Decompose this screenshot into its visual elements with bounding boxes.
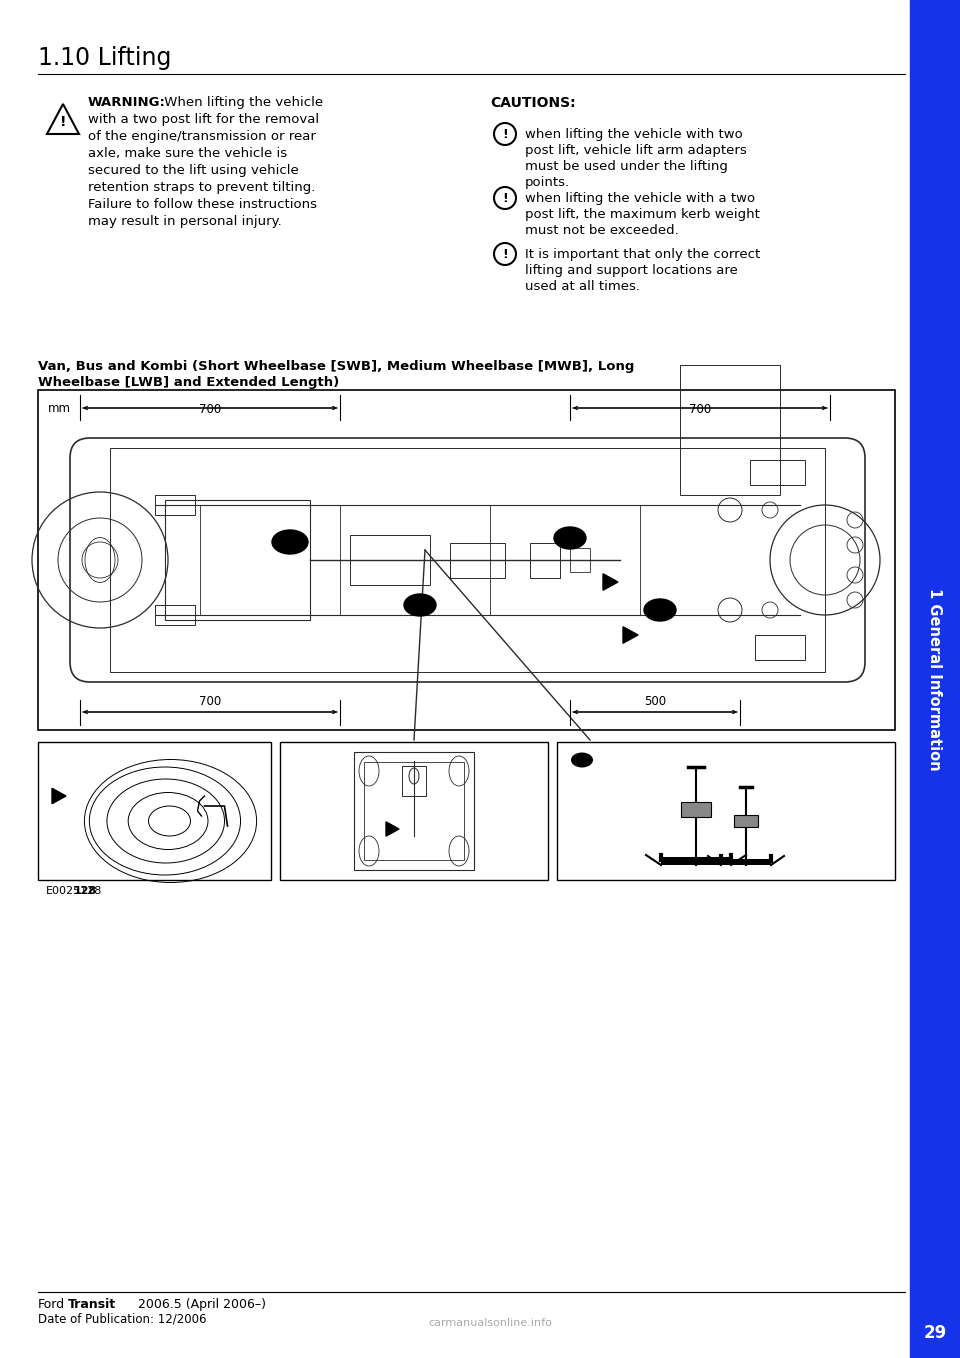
Text: carmanualsonline.info: carmanualsonline.info <box>428 1319 552 1328</box>
Bar <box>681 803 711 818</box>
Bar <box>155 606 195 625</box>
Polygon shape <box>603 573 618 591</box>
Text: 700: 700 <box>199 695 221 708</box>
Text: 29: 29 <box>924 1324 947 1342</box>
Text: with a two post lift for the removal: with a two post lift for the removal <box>88 113 319 126</box>
Text: !: ! <box>502 247 508 261</box>
Bar <box>450 543 505 579</box>
Text: It is important that only the correct: It is important that only the correct <box>525 249 760 261</box>
Bar <box>165 500 310 621</box>
Text: must be used under the lifting: must be used under the lifting <box>525 160 728 172</box>
Bar <box>350 535 430 585</box>
Text: 700: 700 <box>199 403 221 416</box>
Bar <box>402 766 426 796</box>
FancyBboxPatch shape <box>70 439 865 682</box>
Text: used at all times.: used at all times. <box>525 280 640 293</box>
Text: mm: mm <box>48 402 71 416</box>
Text: 128: 128 <box>74 885 97 896</box>
Text: !: ! <box>60 115 66 129</box>
Bar <box>38 390 895 731</box>
Bar <box>750 460 805 485</box>
Bar <box>364 762 464 860</box>
Text: when lifting the vehicle with two: when lifting the vehicle with two <box>525 128 743 141</box>
Text: post lift, vehicle lift arm adapters: post lift, vehicle lift arm adapters <box>525 144 747 158</box>
Polygon shape <box>386 822 399 837</box>
Ellipse shape <box>404 593 436 617</box>
Text: may result in personal injury.: may result in personal injury. <box>88 215 281 228</box>
Text: Wheelbase [LWB] and Extended Length): Wheelbase [LWB] and Extended Length) <box>38 376 339 388</box>
Text: 1 General Information: 1 General Information <box>927 588 943 770</box>
Text: !: ! <box>502 191 508 205</box>
Text: axle, make sure the vehicle is: axle, make sure the vehicle is <box>88 147 287 160</box>
Text: retention straps to prevent tilting.: retention straps to prevent tilting. <box>88 181 316 194</box>
Polygon shape <box>52 788 66 804</box>
Bar <box>910 0 960 1358</box>
Bar <box>680 365 780 496</box>
Bar <box>661 857 731 865</box>
Text: CAUTIONS:: CAUTIONS: <box>490 96 576 110</box>
Text: Van, Bus and Kombi (Short Wheelbase [SWB], Medium Wheelbase [MWB], Long: Van, Bus and Kombi (Short Wheelbase [SWB… <box>38 360 635 373</box>
Text: 700: 700 <box>689 403 711 416</box>
Text: !: ! <box>502 128 508 140</box>
Bar <box>530 543 560 579</box>
Text: secured to the lift using vehicle: secured to the lift using vehicle <box>88 164 299 177</box>
Bar <box>110 448 825 672</box>
Text: when lifting the vehicle with a two: when lifting the vehicle with a two <box>525 191 756 205</box>
Bar <box>354 752 474 870</box>
Ellipse shape <box>554 527 586 549</box>
Text: Failure to follow these instructions: Failure to follow these instructions <box>88 198 317 210</box>
Bar <box>755 636 805 660</box>
Bar <box>280 741 548 880</box>
Text: post lift, the maximum kerb weight: post lift, the maximum kerb weight <box>525 208 760 221</box>
Text: lifting and support locations are: lifting and support locations are <box>525 263 738 277</box>
Bar <box>721 860 771 865</box>
Text: must not be exceeded.: must not be exceeded. <box>525 224 679 238</box>
Bar <box>38 741 271 880</box>
Text: 2006.5 (April 2006–): 2006.5 (April 2006–) <box>138 1298 266 1310</box>
Ellipse shape <box>571 752 593 767</box>
Text: WARNING:: WARNING: <box>88 96 166 109</box>
Ellipse shape <box>644 599 676 621</box>
Bar <box>734 815 758 827</box>
Text: Ford: Ford <box>38 1298 65 1310</box>
Text: points.: points. <box>525 177 570 189</box>
Text: When lifting the vehicle: When lifting the vehicle <box>160 96 324 109</box>
Polygon shape <box>47 105 79 134</box>
Text: 500: 500 <box>644 695 666 708</box>
Text: E0025128: E0025128 <box>46 885 103 896</box>
Text: 1.10 Lifting: 1.10 Lifting <box>38 46 172 71</box>
Text: Transit: Transit <box>68 1298 116 1310</box>
Ellipse shape <box>272 530 308 554</box>
Bar <box>155 496 195 515</box>
Polygon shape <box>623 627 638 644</box>
Bar <box>557 741 895 880</box>
Text: of the engine/transmission or rear: of the engine/transmission or rear <box>88 130 316 143</box>
Bar <box>570 549 590 572</box>
Text: Date of Publication: 12/2006: Date of Publication: 12/2006 <box>38 1313 206 1325</box>
